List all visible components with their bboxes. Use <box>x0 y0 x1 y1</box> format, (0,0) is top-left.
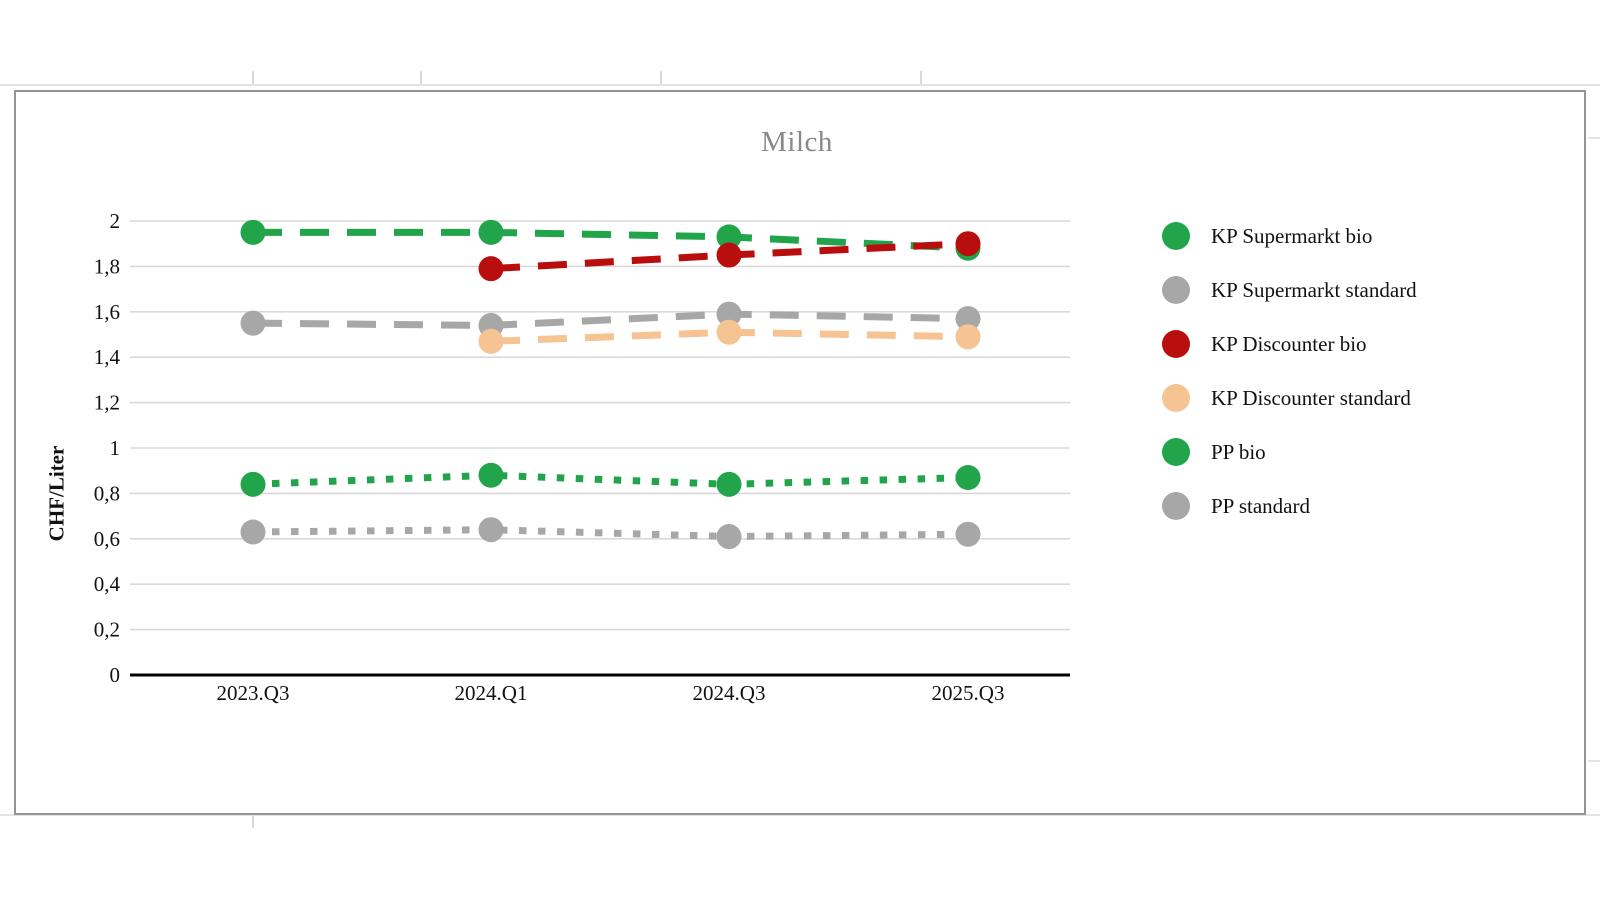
data-point[interactable] <box>955 521 981 547</box>
series-line-1[interactable] <box>253 228 969 252</box>
legend-label: KP Supermarkt standard <box>1211 277 1417 302</box>
data-point[interactable] <box>240 310 266 336</box>
data-point[interactable] <box>240 471 266 497</box>
sheet-column-line <box>420 71 422 84</box>
sheet-row-line <box>0 814 1600 816</box>
y-tick-label: 0,6 <box>94 527 120 551</box>
data-point[interactable] <box>716 524 742 550</box>
data-point[interactable] <box>716 301 742 327</box>
sheet-row-line <box>1588 760 1600 762</box>
data-point[interactable] <box>716 242 742 268</box>
y-tick-label: 0 <box>110 663 121 687</box>
legend-label: PP bio <box>1211 439 1266 464</box>
series-line-5[interactable] <box>252 471 969 488</box>
series-line-6[interactable] <box>252 526 969 541</box>
sheet-column-line <box>660 71 662 84</box>
legend-marker-icon <box>1162 330 1190 358</box>
x-tick-label: 2024.Q1 <box>455 681 528 705</box>
sheet-row-line <box>0 84 1600 86</box>
y-tick-label: 0,8 <box>94 481 120 505</box>
legend-label: PP standard <box>1211 493 1310 518</box>
data-point[interactable] <box>955 231 981 257</box>
legend-item[interactable]: KP Discounter standard <box>1162 384 1417 412</box>
legend-marker-icon <box>1162 384 1190 412</box>
legend-marker-icon <box>1162 438 1190 466</box>
y-tick-label: 1 <box>110 436 121 460</box>
y-tick-label: 0,4 <box>94 572 121 596</box>
data-point[interactable] <box>478 328 504 354</box>
legend-item[interactable]: PP standard <box>1162 492 1417 520</box>
data-point[interactable] <box>240 519 266 545</box>
data-point[interactable] <box>478 256 504 282</box>
legend-item[interactable]: KP Supermarkt bio <box>1162 222 1417 250</box>
data-point[interactable] <box>716 319 742 345</box>
legend-item[interactable]: KP Supermarkt standard <box>1162 276 1417 304</box>
chart-frame[interactable] <box>14 90 1586 815</box>
legend-label: KP Supermarkt bio <box>1211 223 1373 248</box>
y-tick-label: 0,2 <box>94 618 120 642</box>
sheet-column-line <box>252 816 254 828</box>
data-point[interactable] <box>240 219 266 245</box>
legend-item[interactable]: PP bio <box>1162 438 1417 466</box>
series-line-2[interactable] <box>252 310 969 329</box>
legend-item[interactable]: KP Discounter bio <box>1162 330 1417 358</box>
legend-label: KP Discounter standard <box>1211 385 1411 410</box>
sheet-row-line <box>1588 137 1600 139</box>
legend-marker-icon <box>1162 222 1190 250</box>
y-tick-label: 1,6 <box>94 300 120 324</box>
data-point[interactable] <box>478 462 504 488</box>
x-tick-label: 2023.Q3 <box>217 681 290 705</box>
chart-title[interactable]: Milch <box>761 126 833 158</box>
x-tick-label: 2024.Q3 <box>693 681 766 705</box>
y-tick-label: 1,4 <box>94 345 121 369</box>
x-tick-label: 2025.Q3 <box>932 681 1005 705</box>
sheet-column-line <box>920 71 922 84</box>
y-tick-label: 1,2 <box>94 391 120 415</box>
legend-label: KP Discounter bio <box>1211 331 1367 356</box>
chart-legend: KP Supermarkt bio KP Supermarkt standard K… <box>1162 222 1417 520</box>
data-point[interactable] <box>478 517 504 543</box>
data-point[interactable] <box>955 465 981 491</box>
y-tick-label: 1,8 <box>94 254 120 278</box>
sheet-column-line <box>252 71 254 84</box>
data-point[interactable] <box>955 324 981 350</box>
y-tick-label: 2 <box>110 209 121 233</box>
legend-marker-icon <box>1162 276 1190 304</box>
data-point[interactable] <box>716 224 742 250</box>
data-point[interactable] <box>478 219 504 245</box>
data-point[interactable] <box>716 471 742 497</box>
data-point[interactable] <box>955 306 981 332</box>
legend-marker-icon <box>1162 492 1190 520</box>
